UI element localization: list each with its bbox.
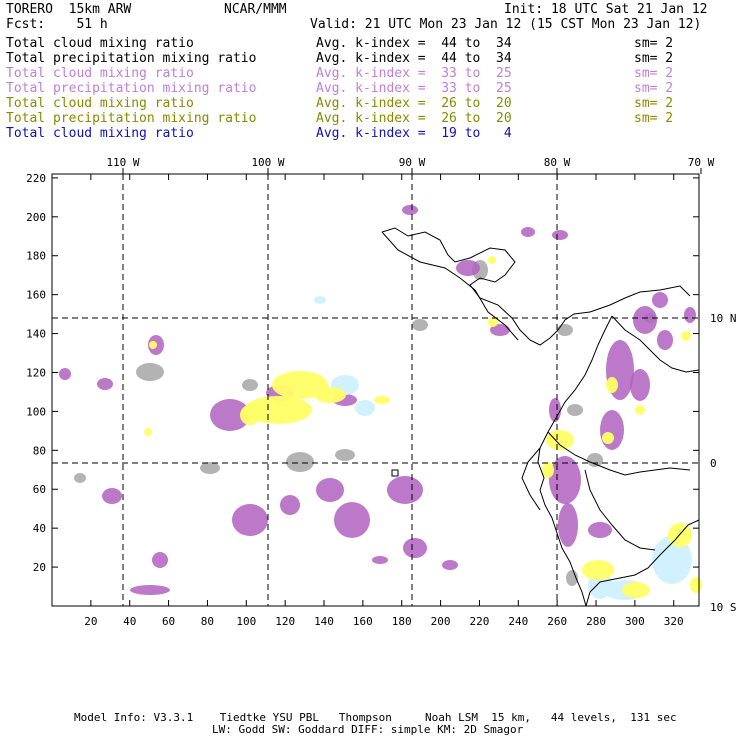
field-smoothing: sm= 2 — [634, 51, 674, 66]
y-tick-label: 60 — [33, 483, 46, 496]
center-name: NCAR/MMM — [224, 2, 287, 17]
lon-label: 70 W — [688, 156, 715, 169]
x-tick-label: 300 — [625, 615, 645, 628]
x-tick-label: 320 — [664, 615, 684, 628]
x-tick-label: 120 — [275, 615, 295, 628]
x-tick-label: 220 — [470, 615, 490, 628]
map-frame — [51, 173, 700, 607]
field-smoothing: sm= 2 — [634, 81, 674, 96]
field-label: Total cloud mixing ratio — [6, 126, 194, 141]
y-tick-label: 100 — [26, 405, 46, 418]
x-tick-label: 200 — [431, 615, 451, 628]
lat-label: 10 S — [710, 601, 737, 614]
y-tick-label: 120 — [26, 366, 46, 379]
x-tick-label: 280 — [586, 615, 606, 628]
x-tick-label: 260 — [547, 615, 567, 628]
lon-label: 110 W — [106, 156, 139, 169]
y-tick-label: 200 — [26, 211, 46, 224]
field-kindex: Avg. k-index = 33 to 25 — [316, 66, 512, 81]
y-tick-label: 40 — [33, 522, 46, 535]
lon-label: 90 W — [399, 156, 426, 169]
model-info-line2: LW: Godd SW: Goddard DIFF: simple KM: 2D… — [212, 723, 524, 736]
field-kindex: Avg. k-index = 26 to 20 — [316, 111, 512, 126]
field-kindex: Avg. k-index = 44 to 34 — [316, 36, 512, 51]
y-tick-label: 20 — [33, 561, 46, 574]
x-tick-label: 100 — [236, 615, 256, 628]
x-tick-label: 160 — [353, 615, 373, 628]
init-time: Init: 18 UTC Sat 21 Jan 12 — [504, 2, 708, 17]
y-tick-label: 140 — [26, 328, 46, 341]
field-label: Total cloud mixing ratio — [6, 36, 194, 51]
y-tick-label: 220 — [26, 172, 46, 185]
lat-lon-grid — [52, 174, 699, 606]
axis-ticks: 20 40 60 80 100 120 140 160 180 200 220 240 260 280 30… — [26, 156, 736, 628]
field-smoothing: sm= 2 — [634, 111, 674, 126]
valid-time: Valid: 21 UTC Mon 23 Jan 12 (15 CST Mon … — [310, 17, 702, 32]
field-label: Total cloud mixing ratio — [6, 96, 194, 111]
coastlines — [381, 227, 700, 607]
cloud-shading — [59, 205, 702, 600]
x-tick-label: 40 — [123, 615, 136, 628]
field-kindex: Avg. k-index = 26 to 20 — [316, 96, 512, 111]
field-kindex: Avg. k-index = 33 to 25 — [316, 81, 512, 96]
x-tick-label: 80 — [201, 615, 214, 628]
y-tick-label: 160 — [26, 289, 46, 302]
x-tick-label: 20 — [84, 615, 97, 628]
field-kindex: Avg. k-index = 19 to 4 — [316, 126, 512, 141]
lon-label: 100 W — [251, 156, 284, 169]
field-smoothing: sm= 2 — [634, 66, 674, 81]
field-smoothing: sm= 2 — [634, 96, 674, 111]
y-tick-label: 180 — [26, 250, 46, 263]
field-kindex: Avg. k-index = 44 to 34 — [316, 51, 512, 66]
field-label: Total precipitation mixing ratio — [6, 51, 257, 66]
model-title: TORERO 15km ARW — [6, 2, 132, 17]
lon-label: 80 W — [544, 156, 571, 169]
lat-label: 0 — [710, 457, 717, 470]
x-tick-label: 240 — [508, 615, 528, 628]
forecast-hour: Fcst: 51 h — [6, 17, 108, 32]
field-smoothing: sm= 2 — [634, 36, 674, 51]
x-tick-label: 180 — [392, 615, 412, 628]
field-label: Total precipitation mixing ratio — [6, 81, 257, 96]
model-info-line1: Model Info: V3.3.1 Tiedtke YSU PBL Thomp… — [74, 711, 677, 724]
x-tick-label: 140 — [314, 615, 334, 628]
field-label: Total precipitation mixing ratio — [6, 111, 257, 126]
x-tick-label: 60 — [162, 615, 175, 628]
lat-label: 10 N — [710, 312, 737, 325]
y-tick-label: 80 — [33, 444, 46, 457]
field-label: Total cloud mixing ratio — [6, 66, 194, 81]
